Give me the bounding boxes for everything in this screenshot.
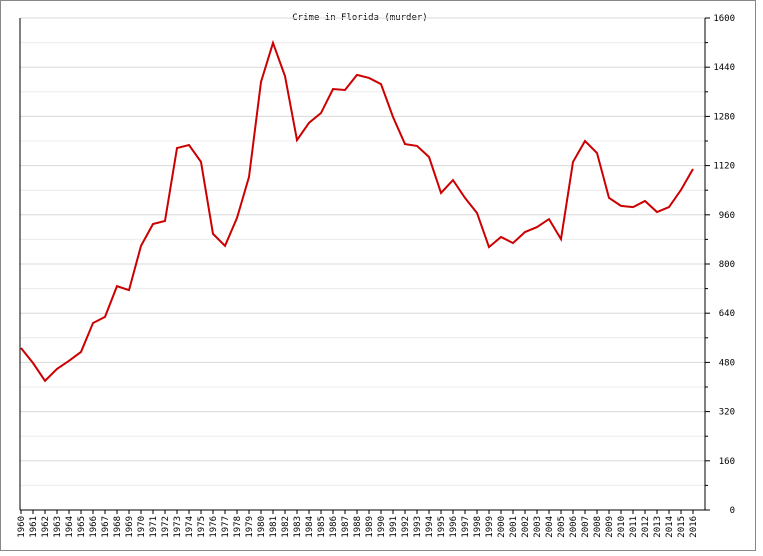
x-tick-label: 1975 [197, 516, 207, 538]
x-tick-label: 1967 [101, 516, 111, 538]
y-tick-label: 960 [719, 211, 735, 221]
x-tick-label: 1968 [113, 516, 123, 538]
x-tick-label: 1992 [401, 516, 411, 538]
x-tick-label: 1960 [17, 516, 27, 538]
x-tick-label: 1972 [161, 516, 171, 538]
data-line [20, 39, 694, 383]
x-tick-label: 1994 [425, 516, 435, 538]
x-tick-label: 2015 [677, 516, 687, 538]
y-tick-label: 160 [719, 457, 735, 467]
x-tick-label: 1996 [449, 516, 459, 538]
x-tick-label: 2016 [689, 516, 699, 538]
x-tick-label: 1977 [221, 516, 231, 538]
y-tick-label: 1120 [713, 162, 735, 172]
x-tick-label: 1990 [377, 516, 387, 538]
x-tick-label: 1999 [485, 516, 495, 538]
x-tick-label: 1976 [209, 516, 219, 538]
x-tick-label: 2011 [629, 516, 639, 538]
x-tick-label: 1980 [257, 516, 267, 538]
x-tick-label: 1978 [233, 516, 243, 538]
y-tick-label: 640 [719, 309, 735, 319]
y-tick-label: 1600 [713, 14, 735, 24]
x-tick-label: 1981 [269, 516, 279, 538]
x-tick-label: 1964 [65, 516, 75, 538]
x-tick-label: 1988 [353, 516, 363, 538]
y-tick-label: 1440 [713, 63, 735, 73]
x-tick-label: 1983 [293, 516, 303, 538]
x-tick-label: 2000 [497, 516, 507, 538]
x-tick-label: 1965 [77, 516, 87, 538]
x-tick-label: 1982 [281, 516, 291, 538]
x-tick-label: 1985 [317, 516, 327, 538]
x-tick-label: 2012 [641, 516, 651, 538]
x-tick-label: 1963 [53, 516, 63, 538]
x-tick-label: 1970 [137, 516, 147, 538]
x-tick-label: 2010 [617, 516, 627, 538]
x-tick-label: 2006 [569, 516, 579, 538]
x-tick-label: 1979 [245, 516, 255, 538]
x-tick-label: 2005 [557, 516, 567, 538]
x-tick-label: 1973 [173, 516, 183, 538]
x-tick-label: 2009 [605, 516, 615, 538]
x-tick-label: 1969 [125, 516, 135, 538]
x-tick-label: 2008 [593, 516, 603, 538]
x-tick-label: 1998 [473, 516, 483, 538]
x-tick-label: 1986 [329, 516, 339, 538]
x-tick-label: 2001 [509, 516, 519, 538]
x-tick-label: 2013 [653, 516, 663, 538]
x-tick-label: 2014 [665, 516, 675, 538]
x-tick-label: 2007 [581, 516, 591, 538]
x-tick-label: 1962 [41, 516, 51, 538]
x-tick-label: 2003 [533, 516, 543, 538]
x-tick-label: 1987 [341, 516, 351, 538]
x-tick-label: 1966 [89, 516, 99, 538]
y-tick-label: 320 [719, 408, 735, 418]
x-tick-label: 2004 [545, 516, 555, 538]
y-tick-label: 0 [730, 506, 735, 516]
y-tick-label: 480 [719, 358, 735, 368]
x-tick-label: 1989 [365, 516, 375, 538]
x-tick-label: 1997 [461, 516, 471, 538]
x-tick-label: 1974 [185, 516, 195, 538]
x-tick-label: 2002 [521, 516, 531, 538]
x-tick-label: 1984 [305, 516, 315, 538]
x-tick-label: 1993 [413, 516, 423, 538]
y-tick-label: 1280 [713, 112, 735, 122]
x-tick-label: 1971 [149, 516, 159, 538]
x-tick-label: 1991 [389, 516, 399, 538]
x-tick-label: 1995 [437, 516, 447, 538]
y-tick-label: 800 [719, 260, 735, 270]
x-tick-label: 1961 [29, 516, 39, 538]
